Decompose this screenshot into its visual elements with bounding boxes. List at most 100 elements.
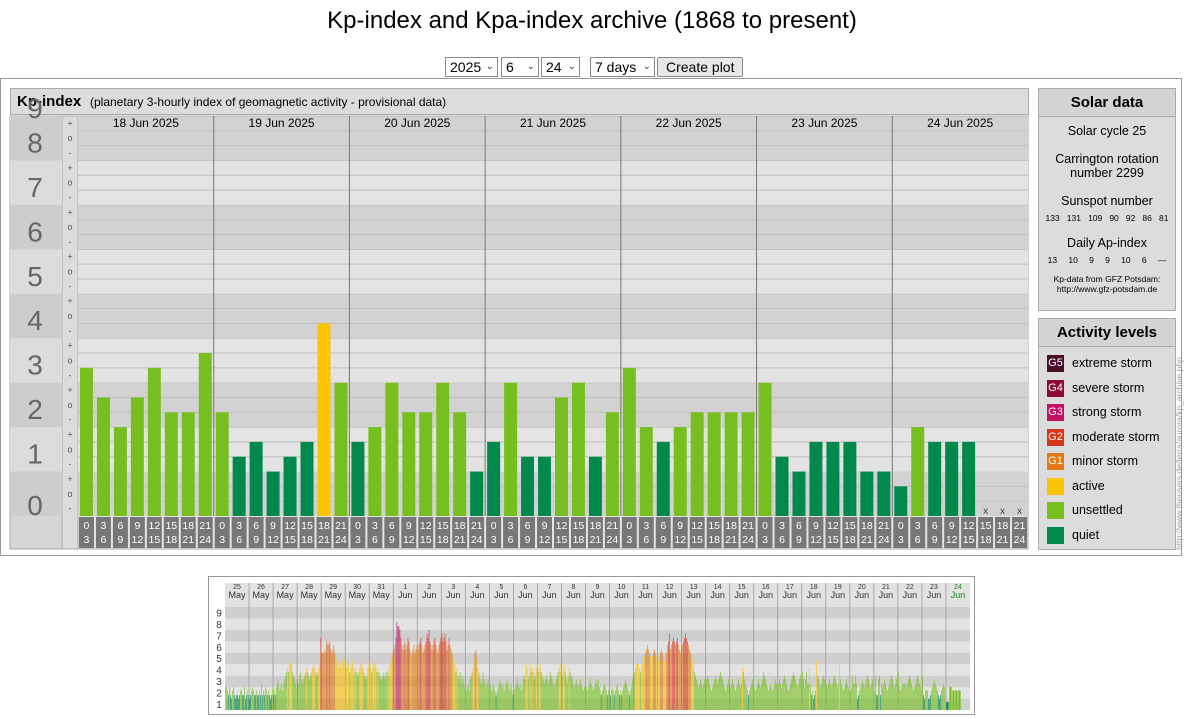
overview-bar: [918, 679, 919, 710]
overview-bar: [316, 675, 318, 710]
overview-bar: [700, 679, 701, 710]
overview-bar: [296, 687, 298, 710]
overview-bar: [919, 683, 920, 710]
overview-bar: [827, 687, 828, 710]
overview-bar: [311, 672, 313, 710]
overview-bar: [549, 672, 551, 710]
carrington-line-2: number 2299: [1070, 166, 1144, 180]
year-select[interactable]: 2025 ⌄: [445, 57, 498, 77]
activity-swatch: G2: [1047, 428, 1064, 446]
source-link[interactable]: http://www.gfz-potsdam.de: [1056, 284, 1158, 294]
overview-bar: [902, 683, 903, 710]
overview-bar: [458, 679, 460, 710]
overview-bar: [878, 679, 879, 710]
overview-bar: [665, 652, 667, 710]
overview-bar: [895, 683, 896, 710]
overview-bar: [384, 679, 386, 710]
overview-bar: [936, 687, 937, 710]
overview-bar: [934, 679, 935, 710]
overview-y-tick: 8: [216, 620, 222, 631]
overview-bar: [818, 679, 819, 710]
overview-bar: [800, 675, 801, 710]
overview-bar: [447, 644, 449, 710]
overview-bar: [572, 683, 574, 710]
overview-y-tick: 6: [216, 643, 222, 654]
ap-values: 13 10 9 9 10 6 —: [1039, 255, 1175, 265]
overview-month: Jun: [734, 590, 749, 600]
overview-bar: [684, 637, 685, 710]
overview-bar: [673, 637, 674, 710]
overview-bar: [267, 695, 269, 710]
overview-bar: [543, 683, 545, 710]
overview-day-number: 10: [618, 584, 626, 591]
overview-bar: [313, 660, 315, 710]
overview-bar: [320, 637, 322, 710]
overview-y-tick: 7: [216, 631, 222, 642]
overview-bar: [577, 687, 579, 710]
overview-bar: [802, 672, 803, 710]
overview-bar: [595, 679, 597, 710]
overview-bar: [317, 672, 319, 710]
overview-day-number: 14: [714, 584, 722, 591]
overview-bar: [862, 679, 863, 710]
overview-day-number: 26: [257, 584, 265, 591]
overview-bar: [269, 695, 271, 710]
overview-bar: [507, 683, 509, 710]
day-select[interactable]: 24 ⌄: [541, 57, 580, 77]
overview-bar: [661, 652, 663, 710]
overview-bar: [260, 695, 262, 710]
overview-bar: [513, 690, 515, 710]
overview-bar: [667, 641, 669, 710]
overview-bar: [793, 672, 794, 710]
overview-bar: [540, 672, 542, 710]
overview-bar: [477, 667, 479, 710]
overview-bar: [306, 667, 308, 710]
overview-bar: [457, 675, 459, 710]
overview-day-number: 11: [642, 584, 649, 591]
overview-bar: [766, 683, 767, 710]
overview-day-number: 21: [882, 584, 890, 591]
overview-bar: [359, 667, 361, 710]
overview-month: Jun: [446, 590, 461, 600]
overview-bar: [292, 672, 294, 710]
overview-bar: [341, 667, 343, 710]
month-select[interactable]: 6 ⌄: [501, 57, 539, 77]
overview-bar: [676, 641, 677, 710]
overview-bar: [499, 679, 501, 710]
overview-bar: [841, 683, 842, 710]
overview-bar: [670, 644, 672, 710]
main-frame: [0, 78, 1182, 556]
year-value: 2025: [450, 59, 482, 75]
overview-bar: [414, 652, 416, 710]
overview-bar: [881, 683, 882, 710]
overview-bar: [926, 690, 927, 710]
overview-bar: [867, 675, 868, 710]
overview-bar: [394, 644, 396, 710]
range-select[interactable]: 7 days ⌄: [590, 57, 655, 77]
overview-bar: [790, 683, 791, 710]
overview-grid-band: [225, 687, 970, 699]
overview-bar: [840, 679, 841, 710]
create-plot-button[interactable]: Create plot: [657, 57, 744, 77]
overview-bar: [495, 695, 497, 710]
overview-bar: [466, 687, 468, 710]
overview-bar: [782, 683, 783, 710]
overview-bar: [389, 664, 391, 710]
overview-day-number: 27: [281, 584, 289, 591]
overview-bar: [641, 664, 643, 710]
overview-bar: [833, 679, 834, 710]
overview-bar: [479, 679, 481, 710]
overview-bar: [737, 683, 738, 710]
overview-bar: [742, 667, 743, 710]
overview-bar: [364, 675, 366, 710]
overview-bar: [478, 672, 480, 710]
overview-bar: [304, 675, 306, 710]
overview-bar: [930, 695, 931, 710]
overview-bar: [551, 679, 553, 710]
side-url: http://www.theusers.de/terra/aurora/kp_a…: [1174, 357, 1184, 550]
overview-bar: [326, 641, 328, 710]
overview-bar: [925, 690, 926, 710]
overview-bar: [469, 679, 471, 710]
overview-month: Jun: [470, 590, 485, 600]
overview-bar: [512, 695, 514, 710]
